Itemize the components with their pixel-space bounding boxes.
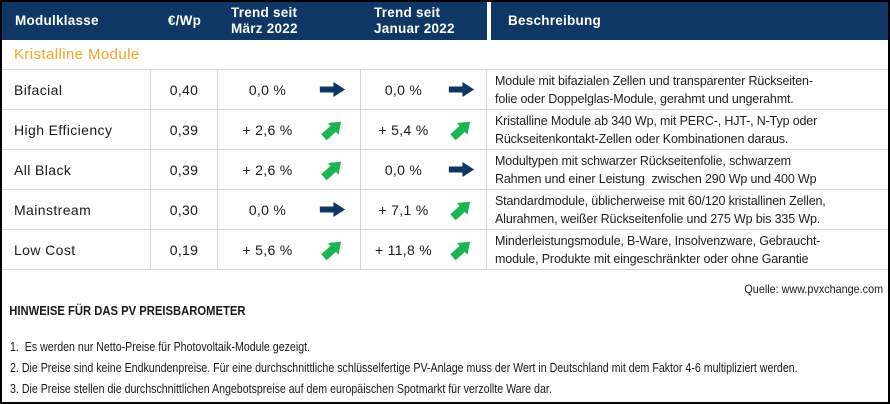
column-header-beschreibung: Beschreibung — [508, 13, 602, 28]
arrow-up-right-icon — [449, 241, 470, 261]
table-header-main-block: Modulklasse €/Wp Trend seit März 2022 Tr… — [2, 2, 487, 40]
modulklasse-label: Mainstream — [14, 201, 92, 218]
trend-maerz-value: + 2,6 % — [242, 161, 293, 178]
price-cell: 0,30 — [151, 190, 218, 229]
arrow-right-icon — [448, 162, 474, 177]
trend-januar-value: + 5,4 % — [378, 121, 429, 138]
trend-januar-value: + 11,8 % — [374, 241, 432, 258]
trend-januar-cell: + 7,1 % — [361, 190, 487, 229]
arrow-up-right-icon — [320, 161, 341, 181]
trend-januar-arrow — [446, 117, 476, 142]
trend-maerz-arrow — [317, 237, 347, 262]
beschreibung-text: Minderleistungsmodule, B-Ware, Insolvenz… — [495, 233, 821, 266]
trend-januar-cell: + 5,4 % — [361, 110, 487, 149]
price-cell: 0,40 — [151, 70, 218, 109]
price-value: 0,40 — [169, 81, 199, 98]
price-value: 0,39 — [169, 161, 199, 178]
notes-list: 1. Es werden nur Netto-Preise für Photov… — [2, 337, 888, 400]
beschreibung-text: Kristalline Module ab 340 Wp, mit PERC-,… — [495, 113, 818, 146]
table-header-row: Modulklasse €/Wp Trend seit März 2022 Tr… — [2, 2, 888, 40]
modulklasse-label: Low Cost — [14, 241, 76, 258]
trend-januar-value: 0,0 % — [384, 161, 423, 178]
trend-januar-cell: 0,0 % — [361, 70, 487, 109]
beschreibung-cell: Standardmodule, üblicherweise mit 60/120… — [487, 190, 888, 229]
beschreibung-cell: Modultypen mit schwarzer Rückseitenfolie… — [487, 150, 888, 189]
modulklasse-label: Bifacial — [14, 81, 63, 98]
trend-maerz-arrow — [317, 117, 347, 142]
trend-maerz-value: 0,0 % — [248, 201, 287, 218]
trend-januar-value: + 7,1 % — [378, 201, 429, 218]
price-cell: 0,39 — [151, 110, 218, 149]
trend-maerz-cell: 0,0 % — [218, 70, 361, 109]
beschreibung-text: Module mit bifazialen Zellen und transpa… — [495, 73, 813, 106]
trend-januar-cell: + 11,8 % — [361, 230, 487, 269]
table-row: Bifacial 0,40 0,0 % 0,0 % Module mit bif… — [2, 70, 888, 110]
modulklasse-label: High Efficiency — [14, 121, 113, 138]
trend-maerz-cell: 0,0 % — [218, 190, 361, 229]
footnote: 2. Die Preise sind keine Endkundenpreise… — [10, 361, 798, 375]
beschreibung-cell: Kristalline Module ab 340 Wp, mit PERC-,… — [487, 110, 888, 149]
footnote: 1. Es werden nur Netto-Preise für Photov… — [10, 340, 311, 354]
price-cell: 0,19 — [151, 230, 218, 269]
column-header-trend-maerz: Trend seit März 2022 — [231, 5, 298, 36]
source-line: Quelle: www.pvxchange.com — [2, 282, 888, 296]
trend-januar-arrow — [446, 162, 476, 177]
arrow-right-icon — [319, 82, 345, 97]
column-header-modulklasse: Modulklasse — [15, 13, 99, 28]
modulklasse-cell: High Efficiency — [2, 110, 151, 149]
trend-januar-value: 0,0 % — [384, 81, 423, 98]
trend-maerz-cell: + 5,6 % — [218, 230, 361, 269]
trend-maerz-cell: + 2,6 % — [218, 110, 361, 149]
column-header-eur-wp: €/Wp — [167, 13, 202, 28]
arrow-up-right-icon — [320, 121, 341, 141]
header-divider — [487, 2, 491, 40]
table-row: High Efficiency 0,39 + 2,6 % + 5,4 % Kri… — [2, 110, 888, 150]
trend-maerz-arrow — [317, 157, 347, 182]
trend-januar-arrow — [446, 237, 476, 262]
modulklasse-cell: Bifacial — [2, 70, 151, 109]
modulklasse-cell: Mainstream — [2, 190, 151, 229]
price-value: 0,39 — [169, 121, 199, 138]
beschreibung-text: Modultypen mit schwarzer Rückseitenfolie… — [495, 153, 817, 186]
trend-januar-arrow — [446, 197, 476, 222]
trend-maerz-value: + 5,6 % — [242, 241, 293, 258]
source-text: Quelle: www.pvxchange.com — [744, 282, 883, 296]
table-row: Mainstream 0,30 0,0 % + 7,1 % Standardmo… — [2, 190, 888, 230]
trend-maerz-arrow — [317, 202, 347, 217]
modulklasse-cell: Low Cost — [2, 230, 151, 269]
section-title: Kristalline Module — [14, 46, 140, 63]
arrow-up-right-icon — [320, 241, 341, 261]
table-body: Bifacial 0,40 0,0 % 0,0 % Module mit bif… — [2, 70, 888, 270]
table-header-desc-block: Beschreibung — [491, 2, 888, 40]
beschreibung-cell: Minderleistungsmodule, B-Ware, Insolvenz… — [487, 230, 888, 269]
beschreibung-cell: Module mit bifazialen Zellen und transpa… — [487, 70, 888, 109]
price-cell: 0,39 — [151, 150, 218, 189]
section-row: Kristalline Module — [2, 40, 888, 70]
table-row: Low Cost 0,19 + 5,6 % + 11,8 % Minderlei… — [2, 230, 888, 270]
trend-maerz-cell: + 2,6 % — [218, 150, 361, 189]
notes-title: HINWEISE FÜR DAS PV PREISBAROMETER — [9, 304, 246, 318]
trend-maerz-arrow — [317, 82, 347, 97]
price-value: 0,19 — [169, 241, 199, 258]
trend-maerz-value: 0,0 % — [248, 81, 287, 98]
trend-januar-arrow — [446, 82, 476, 97]
beschreibung-text: Standardmodule, üblicherweise mit 60/120… — [495, 193, 826, 226]
footnote: 3. Die Preise stellen die durchschnittli… — [10, 382, 552, 396]
trend-maerz-value: + 2,6 % — [242, 121, 293, 138]
modulklasse-label: All Black — [14, 161, 72, 178]
price-value: 0,30 — [169, 201, 199, 218]
modulklasse-cell: All Black — [2, 150, 151, 189]
table-row: All Black 0,39 + 2,6 % 0,0 % Modultypen … — [2, 150, 888, 190]
arrow-right-icon — [448, 82, 474, 97]
arrow-up-right-icon — [449, 201, 470, 221]
column-header-trend-januar: Trend seit Januar 2022 — [374, 5, 455, 36]
arrow-right-icon — [319, 202, 345, 217]
arrow-up-right-icon — [449, 121, 470, 141]
trend-januar-cell: 0,0 % — [361, 150, 487, 189]
